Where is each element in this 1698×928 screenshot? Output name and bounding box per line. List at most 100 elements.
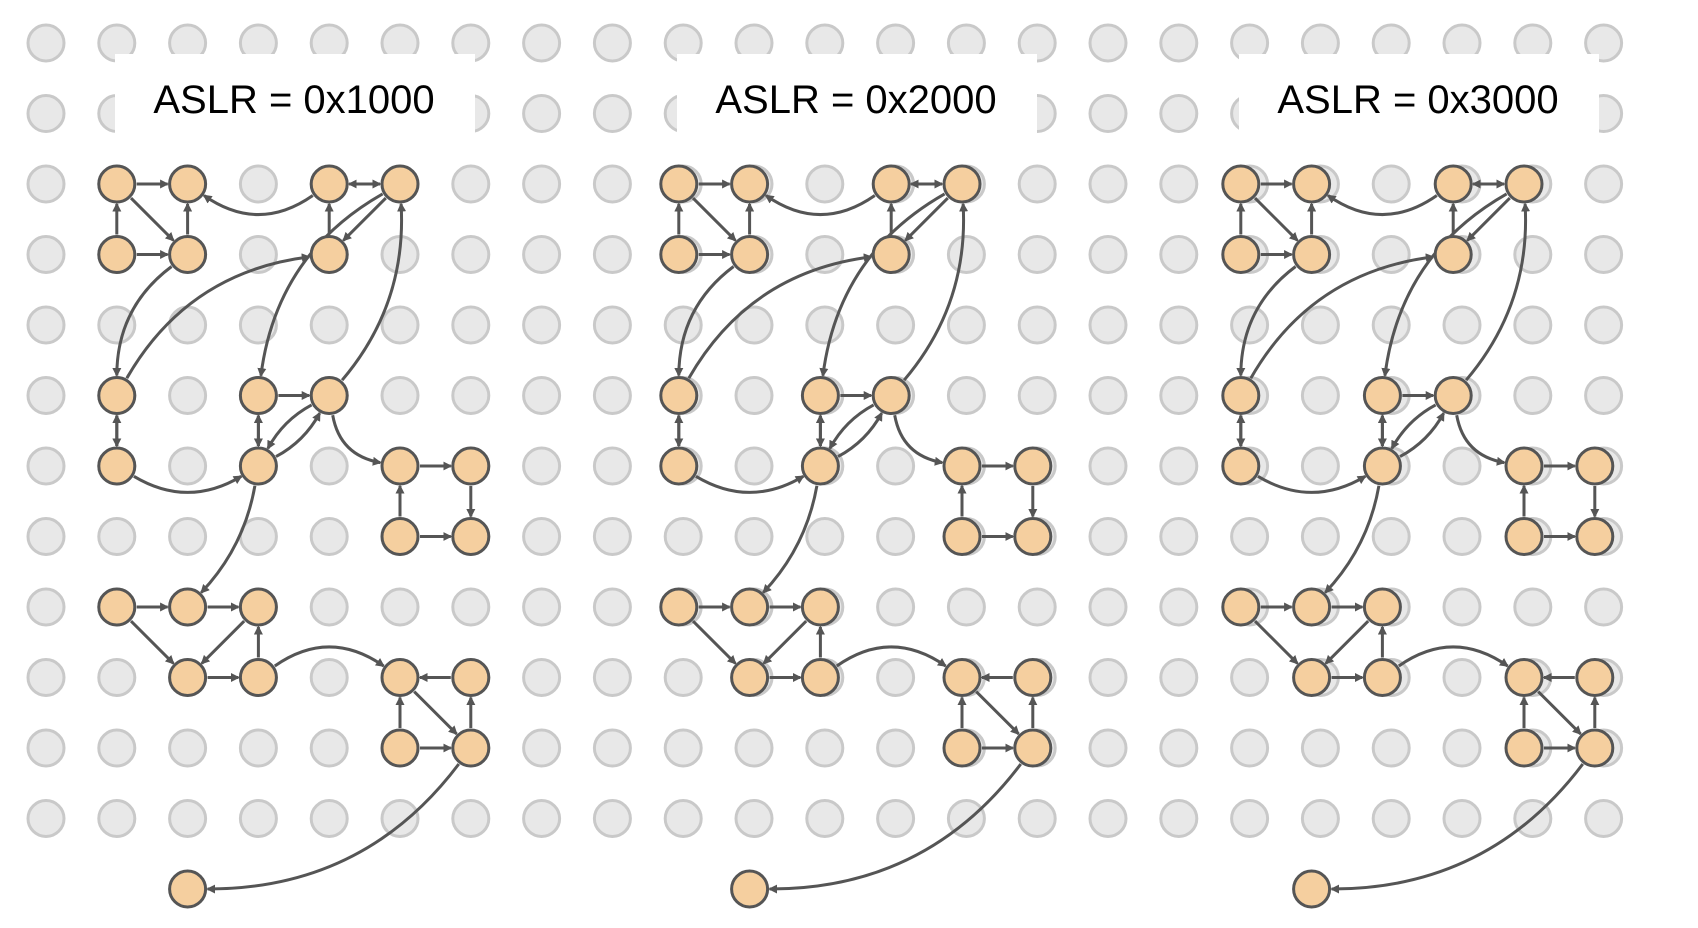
edge-arrow: [1464, 202, 1531, 382]
grid-dot: [1088, 799, 1128, 838]
edge-arrow: [342, 197, 387, 242]
graph-node: [97, 587, 137, 627]
grid-dot: [522, 446, 562, 486]
graph-node: [942, 658, 982, 697]
graph-node: [451, 728, 491, 768]
graph-node: [1575, 728, 1615, 768]
graph-node: [309, 235, 349, 274]
grid-dot: [1088, 305, 1128, 345]
grid-dot: [805, 517, 845, 556]
grid-dot: [522, 799, 562, 838]
graph-node: [380, 658, 420, 697]
graph-node: [238, 658, 278, 697]
edge-arrow: [340, 202, 407, 382]
grid-dot: [592, 446, 632, 486]
grid-dot: [522, 23, 562, 63]
graph-node: [1504, 658, 1544, 697]
grid-dot: [1088, 235, 1128, 274]
grid-dot: [26, 517, 66, 556]
graph-node: [1504, 517, 1544, 556]
grid-dot: [97, 799, 137, 838]
grid-dot: [1442, 658, 1482, 697]
grid-dot: [522, 164, 562, 204]
grid-dot: [1442, 587, 1482, 627]
graph-node: [730, 587, 770, 627]
edge-arrow: [691, 620, 737, 665]
grid-dot: [309, 799, 349, 838]
grid-dot: [168, 799, 208, 838]
grid-dot: [1159, 235, 1199, 274]
grid-dot: [592, 235, 632, 274]
edge-arrow: [129, 197, 175, 242]
grid-dot: [876, 305, 916, 345]
grid-dot: [592, 94, 632, 133]
grid-dot: [451, 587, 491, 627]
grid-dot: [663, 658, 703, 697]
grid-dot: [1371, 235, 1411, 274]
edge-arrow: [762, 485, 819, 594]
graph-node: [659, 164, 699, 204]
edge-arrow: [835, 645, 947, 668]
grid-dot: [168, 376, 208, 415]
edge-group: [1236, 179, 1600, 894]
graph-node: [238, 446, 278, 486]
grid-dot: [1159, 517, 1199, 556]
grid-dot: [1159, 376, 1199, 415]
grid-dot: [734, 446, 774, 486]
graph-node: [238, 587, 278, 627]
graph-node: [1221, 446, 1261, 486]
edge-arrow: [1330, 763, 1584, 894]
grid-dot: [592, 587, 632, 627]
grid-dot: [1017, 587, 1057, 627]
grid-dot: [592, 728, 632, 768]
grid-dot: [522, 728, 562, 768]
graph-node: [800, 587, 840, 627]
grid-dot: [1088, 164, 1128, 204]
grid-dot: [1584, 235, 1624, 274]
grid-dot: [1300, 728, 1340, 768]
graph-node: [380, 517, 420, 556]
edge-arrow: [837, 411, 884, 458]
grid-dot: [26, 446, 66, 486]
graph-node: [380, 728, 420, 768]
grid-dot: [309, 446, 349, 486]
graph-panels: [97, 164, 1615, 909]
graph-node: [168, 869, 208, 909]
graph-node: [1013, 517, 1053, 556]
grid-dot: [168, 728, 208, 768]
grid-dot: [1513, 305, 1553, 345]
grid-dot: [97, 305, 137, 345]
graph-node: [1575, 517, 1615, 556]
graph-node: [659, 376, 699, 415]
graph-node: [730, 164, 770, 204]
edge-arrow: [695, 475, 805, 494]
grid-dot: [26, 728, 66, 768]
graph-node: [1433, 164, 1473, 204]
grid-dot: [522, 658, 562, 697]
grid-dot: [1584, 305, 1624, 345]
grid-dot: [734, 728, 774, 768]
graph-node: [800, 376, 840, 415]
edge-arrow: [206, 763, 460, 894]
grid-dot: [805, 164, 845, 204]
graph-node: [871, 376, 911, 415]
graph-node: [1292, 658, 1332, 697]
edge-arrow: [691, 197, 737, 242]
graph-node: [1221, 164, 1261, 204]
graph-node: [1013, 728, 1053, 768]
grid-dot: [1513, 587, 1553, 627]
edge-arrow: [975, 690, 1020, 735]
graph-node: [97, 446, 137, 486]
grid-dot: [805, 728, 845, 768]
graph-node: [942, 446, 982, 486]
graph-node: [871, 235, 911, 274]
edge-arrow: [200, 620, 246, 665]
graph-node: [1221, 587, 1261, 627]
edge-arrow: [125, 253, 311, 379]
grid-dot: [1017, 305, 1057, 345]
grid-dot: [522, 587, 562, 627]
grid-dot: [1017, 376, 1057, 415]
grid-dot: [1088, 94, 1128, 133]
edge-arrow: [1253, 620, 1299, 665]
